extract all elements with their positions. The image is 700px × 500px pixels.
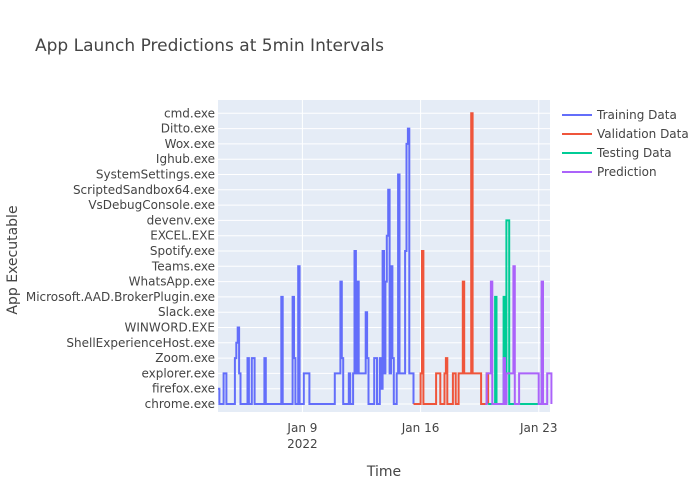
y-tick-label: WhatsApp.exe [129, 275, 215, 289]
y-tick-label: Microsoft.AAD.BrokerPlugin.exe [26, 290, 215, 304]
y-tick-label: ScriptedSandbox64.exe [73, 183, 215, 197]
x-tick-label: Jan 23 [519, 421, 558, 435]
x-axis-title: Time [366, 464, 401, 480]
legend-item[interactable]: Prediction [562, 165, 657, 179]
y-axis-title: App Executable [5, 205, 21, 314]
y-tick-label: Zoom.exe [155, 351, 215, 365]
y-tick-label: devenv.exe [147, 213, 215, 227]
y-tick-label: WINWORD.EXE [125, 321, 215, 335]
x-tick-label: Jan 16 [401, 421, 440, 435]
x-axis: Jan 9 2022 Jan 16 Jan 23 [286, 421, 557, 451]
y-tick-label: explorer.exe [141, 366, 215, 380]
series-line-validation-data [413, 112, 490, 405]
y-tick-label: Ditto.exe [161, 122, 215, 136]
series-line-prediction [485, 265, 553, 405]
series-layer [218, 112, 553, 405]
legend-label: Testing Data [596, 146, 672, 160]
y-tick-label: Ighub.exe [156, 152, 215, 166]
legend-label: Training Data [596, 108, 677, 122]
legend[interactable]: Training Data Validation Data Testing Data… [562, 108, 689, 179]
legend-label: Prediction [597, 165, 657, 179]
x-tick-label: Jan 9 [286, 421, 317, 435]
y-tick-label: SystemSettings.exe [96, 168, 215, 182]
y-tick-label: firefox.exe [152, 382, 215, 396]
y-tick-label: Slack.exe [158, 305, 215, 319]
y-tick-label: Wox.exe [165, 137, 215, 151]
legend-item[interactable]: Testing Data [562, 146, 672, 160]
y-tick-label: cmd.exe [164, 106, 215, 120]
y-tick-label: ShellExperienceHost.exe [66, 336, 215, 350]
y-tick-label: EXCEL.EXE [150, 229, 215, 243]
legend-item[interactable]: Training Data [562, 108, 677, 122]
legend-label: Validation Data [597, 127, 689, 141]
series-line-training-data [218, 127, 415, 405]
y-tick-label: chrome.exe [145, 397, 215, 411]
chart-title: App Launch Predictions at 5min Intervals [35, 36, 384, 56]
x-tick-sublabel: 2022 [287, 437, 318, 451]
y-tick-label: Teams.exe [151, 259, 215, 273]
y-tick-label: VsDebugConsole.exe [88, 198, 215, 212]
y-tick-label: Spotify.exe [150, 244, 215, 258]
legend-item[interactable]: Validation Data [562, 127, 689, 141]
